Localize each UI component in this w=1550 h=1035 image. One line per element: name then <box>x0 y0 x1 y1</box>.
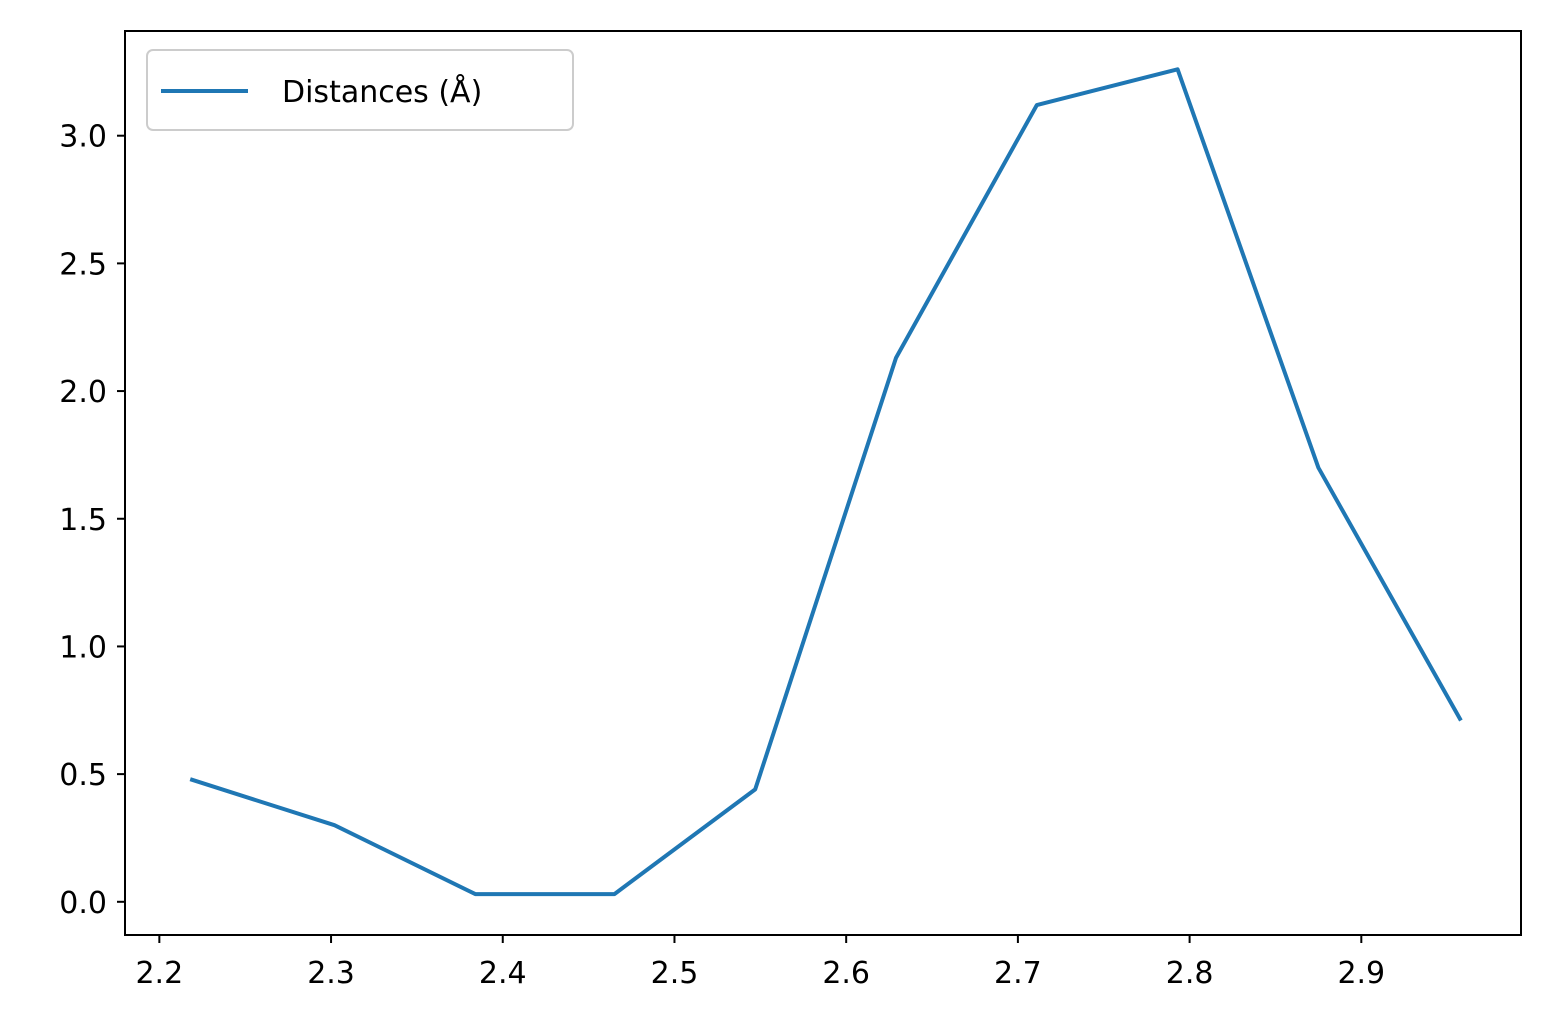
series-point <box>1035 103 1039 107</box>
x-tick-label: 2.8 <box>1166 956 1214 991</box>
series-point <box>473 892 477 896</box>
series-point <box>894 356 898 360</box>
x-tick-label: 2.3 <box>307 956 355 991</box>
y-tick-label: 1.0 <box>59 630 107 665</box>
series-point <box>612 892 616 896</box>
series-point <box>188 777 192 781</box>
x-tick-label: 2.5 <box>651 956 699 991</box>
series-line <box>189 67 1463 897</box>
series-point <box>1176 67 1180 71</box>
series-point <box>1459 718 1463 722</box>
legend-box <box>146 49 574 131</box>
legend: Distances (Å) <box>146 49 574 131</box>
plot-area <box>188 67 1463 897</box>
y-tick-label: 3.0 <box>59 120 107 155</box>
series-point <box>332 823 336 827</box>
y-tick-label: 0.0 <box>59 886 107 921</box>
y-tick-label: 2.5 <box>59 247 107 282</box>
y-tick-label: 2.0 <box>59 375 107 410</box>
x-axis: 2.2 2.3 2.4 2.5 2.6 2.7 2.8 2.9 <box>135 935 1385 991</box>
series-point <box>1316 466 1320 470</box>
x-tick-label: 2.4 <box>479 956 527 991</box>
legend-label: Distances (Å) <box>282 74 482 110</box>
x-tick-label: 2.6 <box>822 956 870 991</box>
x-tick-label: 2.9 <box>1337 956 1385 991</box>
axes-frame <box>124 30 1522 936</box>
x-tick-label: 2.2 <box>135 956 183 991</box>
series-point <box>753 787 757 791</box>
y-tick-label: 1.5 <box>59 503 107 538</box>
x-tick-label: 2.7 <box>994 956 1042 991</box>
y-axis: 0.0 0.5 1.0 1.5 2.0 2.5 3.0 <box>59 120 125 921</box>
y-tick-label: 0.5 <box>59 758 107 793</box>
